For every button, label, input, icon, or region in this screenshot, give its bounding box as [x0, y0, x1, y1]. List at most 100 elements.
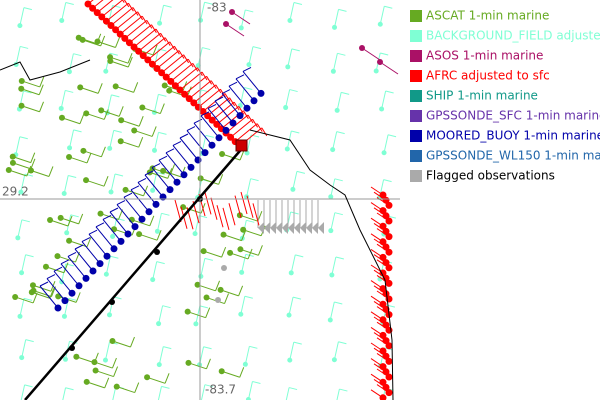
wind-barb [151, 167, 171, 190]
observation-dot [328, 228, 334, 234]
wind-barb [205, 134, 214, 138]
wind-barb [39, 281, 49, 287]
wind-barb [123, 192, 133, 198]
observation-dot [103, 271, 109, 277]
observation-dot [192, 231, 198, 237]
wind-barb [334, 301, 343, 305]
wind-barb [200, 115, 220, 139]
legend-swatch [410, 10, 422, 22]
wind-barb [183, 54, 190, 64]
wind-barb [134, 129, 153, 137]
wind-barb [53, 266, 63, 272]
flag [312, 222, 318, 234]
wind-barb [242, 66, 252, 72]
observation-dot [66, 69, 72, 75]
observation-dot [58, 114, 65, 121]
wind-barb [239, 367, 245, 378]
wind-barb [81, 241, 101, 264]
wind-barb [246, 219, 255, 223]
wind-barb [109, 52, 118, 56]
wind-barb [142, 107, 161, 115]
observation-dot [287, 18, 293, 24]
wind-barb [221, 93, 241, 116]
observation-dot [59, 18, 65, 24]
observation-dot [109, 338, 116, 345]
legend-label: BACKGROUND_FIELD adjusted [426, 29, 600, 43]
wind-barb [239, 87, 245, 106]
observation-dot [107, 312, 113, 318]
observation-dot [113, 383, 120, 390]
wind-barb [164, 37, 171, 46]
wind-barb [379, 6, 385, 25]
observation-dot [373, 68, 379, 74]
observation-dot [107, 22, 115, 29]
observation-dot [385, 373, 393, 381]
observation-dot [153, 65, 161, 72]
wind-barb [142, 37, 166, 56]
observation-dot [5, 167, 12, 174]
wind-barb [235, 78, 255, 102]
wind-barb [221, 153, 241, 161]
wind-barb [149, 215, 155, 226]
observation-dot [47, 216, 54, 223]
observation-dot [17, 313, 23, 319]
wind-barb [247, 381, 253, 400]
wind-barb [30, 158, 36, 170]
observation-dot [219, 151, 226, 158]
wind-barb [144, 170, 154, 176]
wind-barb [32, 292, 38, 304]
legend-label: SHIP 1-min marine [426, 89, 538, 103]
observation-dot [185, 95, 193, 103]
wind-barb [48, 166, 54, 177]
wind-barb [385, 90, 394, 94]
observation-dot [385, 357, 393, 365]
wind-barb [228, 81, 238, 87]
observation-dot [66, 153, 73, 160]
wind-barb [193, 84, 217, 104]
observation-dot [27, 167, 34, 174]
wind-barb [110, 60, 129, 68]
wind-barb [88, 229, 98, 235]
wind-barb [65, 387, 74, 391]
observation-dot [157, 20, 163, 26]
wind-barb [180, 206, 188, 229]
wind-barb [23, 7, 33, 11]
wind-barb [115, 11, 138, 31]
legend-swatch [410, 170, 422, 182]
wind-barb [173, 45, 180, 55]
wind-barb [102, 219, 122, 242]
wind-barb [60, 90, 66, 109]
legend-label: GPSSONDE_SFC 1-min marine [426, 109, 600, 123]
wind-barb [285, 387, 290, 400]
wind-barb [96, 0, 114, 13]
wind-barb [83, 150, 102, 158]
observation-dot [30, 287, 37, 294]
wind-barb [154, 132, 159, 151]
wind-barb [63, 262, 69, 273]
wind-barb [202, 93, 226, 112]
wind-barb [158, 93, 167, 97]
observation-dot [18, 189, 24, 195]
observation-dot [171, 82, 179, 90]
wind-barb [292, 171, 298, 190]
wind-barb [141, 15, 148, 25]
wind-barb [291, 48, 300, 52]
observation-dot [198, 273, 204, 279]
wind-barb [21, 80, 40, 88]
wind-barb [21, 88, 40, 96]
wind-barb [60, 263, 80, 287]
wind-barb [174, 199, 182, 223]
wind-barb [68, 297, 77, 301]
wind-barb [336, 388, 340, 400]
wind-barb [163, 4, 172, 8]
observation-dot [359, 45, 365, 51]
wind-barb [197, 284, 216, 292]
wind-barb [138, 116, 144, 127]
flag [306, 222, 312, 234]
grid-label-top: -83 [207, 1, 227, 15]
wind-barb [46, 274, 56, 280]
observation-dot [112, 83, 119, 90]
wind-barb [229, 252, 249, 260]
wind-barb [169, 41, 176, 51]
wind-barb [228, 203, 236, 226]
